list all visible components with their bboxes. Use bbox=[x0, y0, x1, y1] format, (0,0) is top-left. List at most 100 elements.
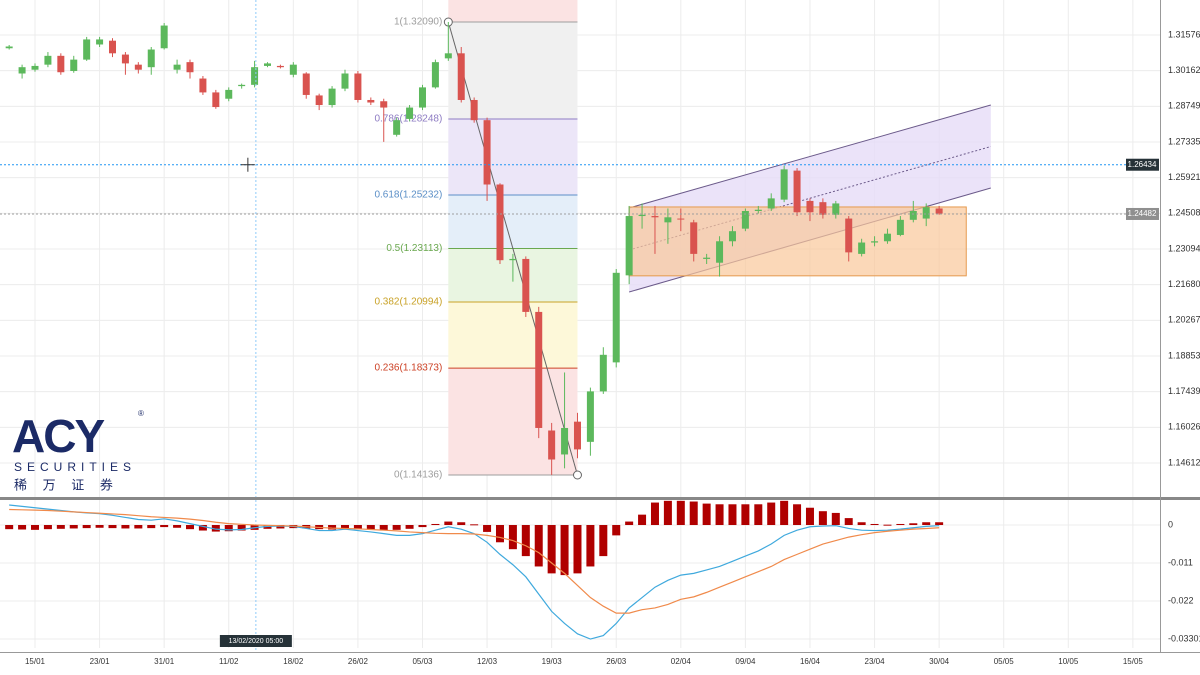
candle-body bbox=[315, 95, 323, 106]
x-tick-label: 23/01 bbox=[90, 657, 111, 666]
candle-body bbox=[625, 216, 633, 276]
x-tick-label: 02/04 bbox=[671, 657, 692, 666]
x-tick-label: 05/05 bbox=[994, 657, 1015, 666]
candle-body bbox=[806, 200, 814, 213]
histogram-bar bbox=[173, 525, 182, 528]
candle-body bbox=[922, 207, 930, 219]
candle-body bbox=[767, 198, 775, 209]
x-tick-label: 11/02 bbox=[219, 657, 239, 666]
histogram-bar bbox=[676, 500, 685, 526]
histogram-bar bbox=[108, 525, 117, 529]
y-tick-label: 1.21680 bbox=[1168, 279, 1200, 289]
candle-body bbox=[173, 64, 181, 70]
histogram-bar bbox=[444, 521, 453, 526]
x-tick-label: 09/04 bbox=[735, 657, 756, 666]
y-tick-label: 1.25921 bbox=[1168, 172, 1200, 182]
candle-body bbox=[134, 64, 142, 70]
signal-line bbox=[9, 508, 940, 614]
price-label: 1.26434 bbox=[1128, 160, 1157, 169]
candle-body bbox=[793, 170, 801, 213]
y-tick-label: 1.24508 bbox=[1168, 208, 1200, 218]
candle-body bbox=[780, 169, 788, 200]
candle-body bbox=[741, 210, 749, 229]
logo-name: ACY bbox=[12, 410, 104, 462]
candle-body bbox=[367, 99, 375, 103]
candle-body bbox=[186, 62, 194, 73]
histogram-bar bbox=[857, 522, 866, 526]
histogram-bar bbox=[702, 503, 711, 526]
candle-body bbox=[431, 62, 439, 88]
histogram-bar bbox=[689, 501, 698, 526]
histogram-bar bbox=[418, 525, 427, 528]
price-box bbox=[1126, 158, 1159, 171]
fib-label: 0.236(1.18373) bbox=[374, 363, 442, 374]
candle-body bbox=[651, 216, 659, 218]
candle-body bbox=[586, 391, 594, 442]
candle-body bbox=[457, 53, 465, 100]
candle-body bbox=[44, 55, 52, 65]
histogram-bar bbox=[805, 507, 814, 526]
candle-body bbox=[483, 120, 491, 185]
crosshair-label: 13/02/2020 05:00 bbox=[229, 638, 284, 645]
candle-body bbox=[83, 39, 91, 60]
histogram-bar bbox=[431, 523, 440, 526]
candle-body bbox=[612, 272, 620, 363]
x-tick-label: 05/03 bbox=[412, 657, 433, 666]
y-tick-label: -0.03301 bbox=[1168, 633, 1200, 643]
candle-body bbox=[393, 120, 401, 135]
fib-label: 0(1.14136) bbox=[394, 470, 442, 481]
x-tick-label: 23/04 bbox=[865, 657, 886, 666]
candle-body bbox=[18, 67, 26, 74]
histogram-bar bbox=[844, 518, 853, 526]
histogram-bar bbox=[470, 524, 479, 526]
candle-body bbox=[599, 354, 607, 392]
fib-trend bbox=[447, 21, 578, 476]
candle-body bbox=[832, 203, 840, 215]
candle-body bbox=[96, 39, 104, 45]
fib-band bbox=[448, 0, 578, 23]
candle-body bbox=[573, 421, 581, 450]
fib-label: 0.618(1.25232) bbox=[374, 190, 442, 201]
histogram-bar bbox=[43, 525, 52, 530]
candle-body bbox=[328, 88, 336, 106]
y-tick-label: -0.022 bbox=[1168, 595, 1194, 605]
histogram-bar bbox=[508, 525, 517, 550]
y-tick-label: 1.16026 bbox=[1168, 422, 1200, 432]
candle-body bbox=[845, 218, 853, 253]
candle-body bbox=[212, 92, 220, 108]
y-tick-label: 1.23094 bbox=[1168, 243, 1200, 253]
histogram-bar bbox=[638, 514, 647, 526]
histogram-bar bbox=[56, 525, 65, 529]
histogram-bar bbox=[457, 522, 466, 526]
histogram-bar bbox=[211, 525, 220, 532]
histogram-bar bbox=[82, 525, 91, 529]
histogram-bar bbox=[31, 525, 40, 530]
y-tick-label: 0 bbox=[1168, 519, 1173, 529]
histogram-bar bbox=[754, 504, 763, 526]
candle-body bbox=[354, 73, 362, 100]
candle-body bbox=[302, 73, 310, 95]
histogram-bar bbox=[147, 525, 156, 529]
histogram-bar bbox=[340, 525, 349, 529]
candle-body bbox=[548, 430, 556, 460]
x-tick-label: 10/05 bbox=[1058, 657, 1079, 666]
histogram-bar bbox=[405, 525, 414, 529]
y-tick-label: 1.17439 bbox=[1168, 386, 1200, 396]
candle-body bbox=[819, 202, 827, 215]
histogram-bar bbox=[650, 502, 659, 526]
fib-band bbox=[448, 118, 578, 196]
candle-body bbox=[522, 258, 530, 312]
histogram-bar bbox=[586, 525, 595, 567]
histogram-bar bbox=[534, 525, 543, 567]
candle-body bbox=[225, 89, 233, 99]
y-tick-label: 1.20267 bbox=[1168, 315, 1200, 325]
channel-line bbox=[629, 104, 991, 209]
candle-body bbox=[896, 219, 904, 235]
fib-band bbox=[448, 368, 578, 475]
candle-body bbox=[160, 25, 168, 49]
histogram-bar bbox=[728, 504, 737, 526]
candle-body bbox=[509, 258, 517, 261]
histogram-bar bbox=[495, 525, 504, 543]
